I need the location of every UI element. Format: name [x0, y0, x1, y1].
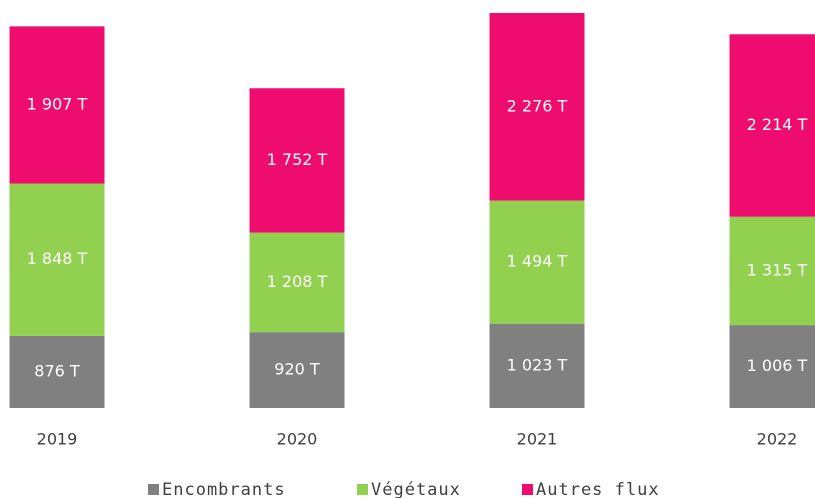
data-label: 1 907 T [27, 94, 88, 113]
bar-segment [9, 26, 105, 184]
data-label: 1 848 T [27, 249, 88, 268]
bar-segment [489, 13, 585, 201]
bar-segment [9, 335, 105, 408]
bar-segment [249, 332, 345, 408]
legend-label: Végétaux [371, 480, 461, 498]
x-tick-label: 2019 [37, 430, 78, 449]
data-label: 1 494 T [507, 252, 568, 271]
bar-segment [489, 200, 585, 324]
data-label: 2 214 T [747, 115, 808, 134]
x-tick-label: 2020 [277, 430, 318, 449]
data-label: 1 752 T [267, 150, 328, 169]
data-label: 920 T [274, 360, 320, 379]
bar-segment [489, 323, 585, 408]
bar-segment [249, 232, 345, 333]
legend-swatch [522, 484, 533, 495]
data-label: 1 023 T [507, 355, 568, 374]
data-label: 1 315 T [747, 260, 808, 279]
data-label: 1 208 T [267, 272, 328, 291]
legend-label: Encombrants [162, 480, 286, 498]
data-label: 1 006 T [747, 356, 808, 375]
bar-segment [729, 34, 815, 217]
legend-swatch [357, 484, 368, 495]
legend-swatch [148, 484, 159, 495]
bar-segment [729, 216, 815, 326]
bar-segment [9, 183, 105, 336]
legend-label: Autres flux [536, 480, 660, 498]
x-tick-label: 2021 [517, 430, 558, 449]
x-tick-label: 2022 [757, 430, 798, 449]
data-label: 876 T [34, 361, 80, 380]
bar-segment [249, 88, 345, 233]
data-label: 2 276 T [507, 96, 568, 115]
bar-segment [729, 325, 815, 408]
